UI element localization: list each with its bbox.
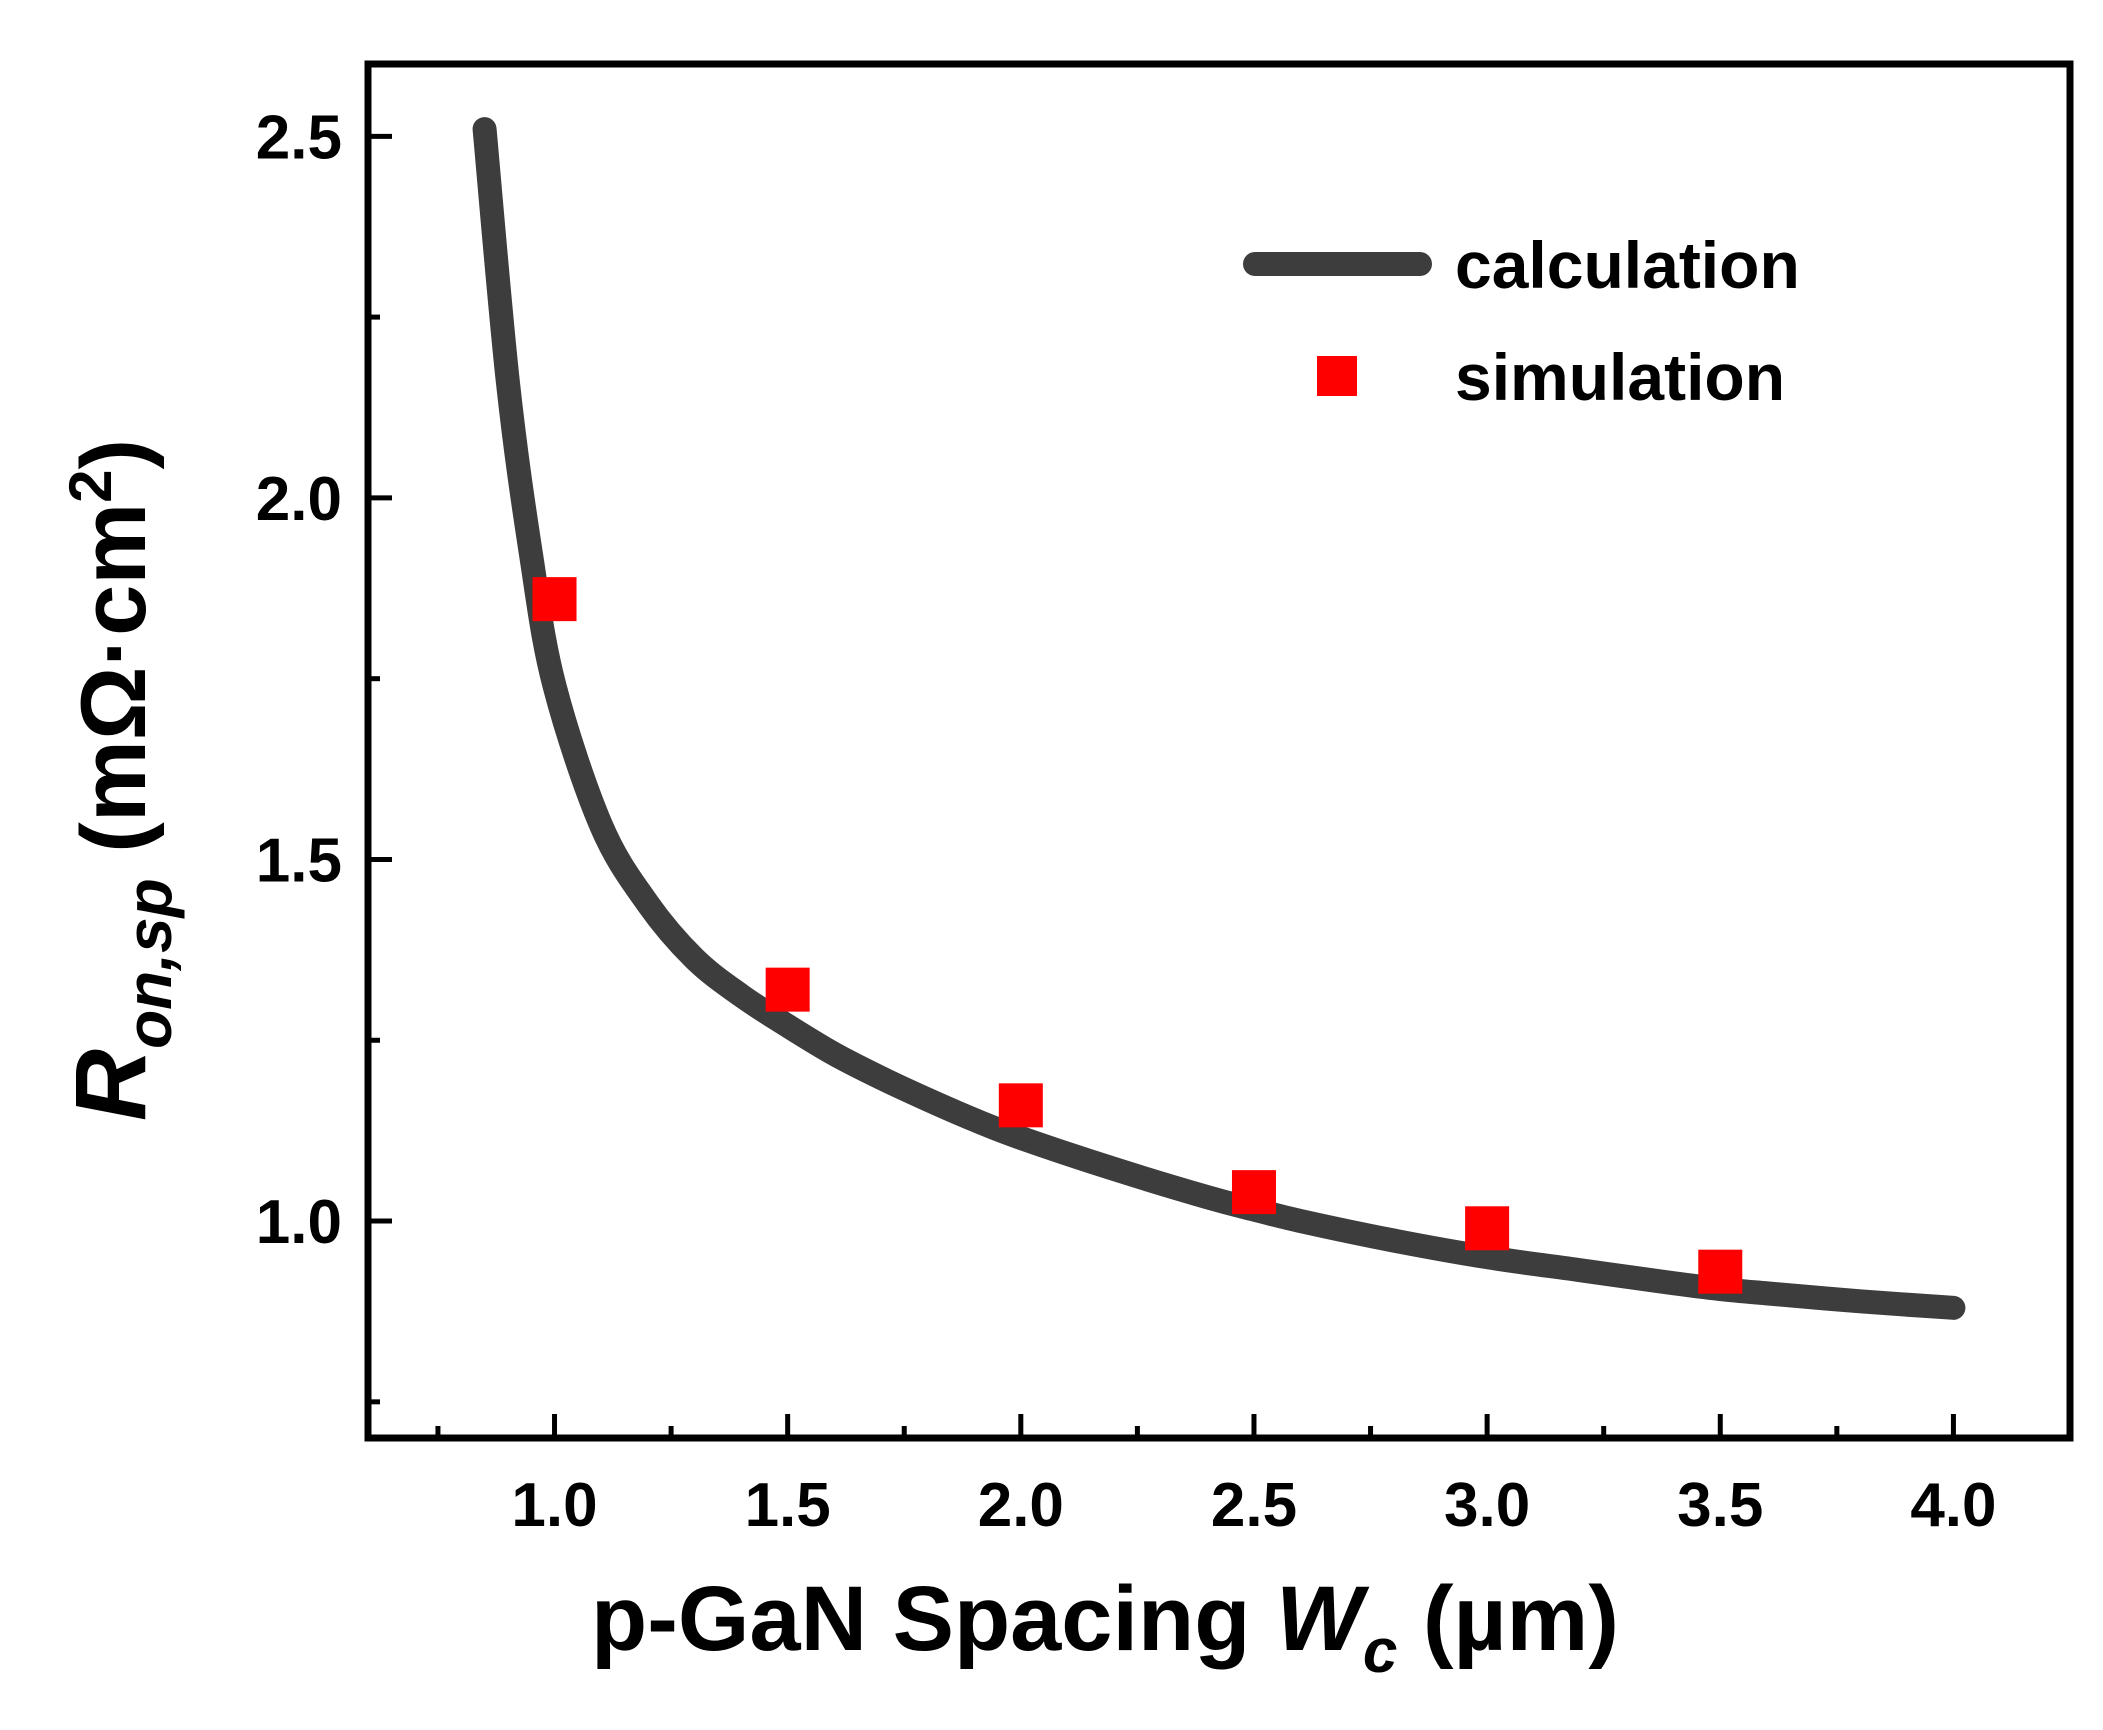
x-tick-label: 2.5: [1211, 1471, 1297, 1540]
y-axis-title-sub: on,sp: [113, 878, 185, 1049]
x-axis-title: p-GaN Spacing Wc (µm): [591, 1568, 1619, 1686]
simulation-point: [1231, 1170, 1276, 1215]
y-axis-title-var: R: [55, 1049, 167, 1121]
axis-ticks: [368, 133, 1956, 1438]
series-layer: [472, 117, 1966, 1320]
simulation-point: [998, 1083, 1043, 1128]
y-axis-title-unit: (mΩ·cm: [63, 503, 165, 878]
legend-calculation-label: calculation: [1455, 228, 1800, 302]
y-tick-label: 2.5: [256, 103, 342, 172]
x-tick-label: 1.5: [745, 1471, 831, 1540]
x-tick-label: 3.5: [1677, 1471, 1763, 1540]
legend: calculation simulation: [1243, 228, 1800, 414]
y-axis-title-sup: 2: [57, 470, 124, 503]
x-tick-label: 3.0: [1444, 1471, 1530, 1540]
simulation-point: [1698, 1249, 1743, 1294]
series-calculation-line: [472, 117, 1966, 1320]
x-axis-title-prefix: p-GaN Spacing: [591, 1568, 1276, 1670]
x-tick-label: 4.0: [1910, 1471, 1996, 1540]
y-tick-label: 2.0: [256, 465, 342, 534]
simulation-point: [1465, 1206, 1510, 1251]
legend-simulation-swatch: [1317, 356, 1357, 396]
x-tick-label: 2.0: [978, 1471, 1064, 1540]
x-tick-label: 1.0: [511, 1471, 597, 1540]
y-axis-title: Ron,sp (mΩ·cm2): [55, 439, 185, 1121]
y-tick-label: 1.5: [256, 826, 342, 895]
tick-labels: 1.0 1.5 2.0 2.5 3.0 3.5 4.0 1.0 1.5 2.0 2.5: [256, 103, 1997, 1540]
y-tick-label: 1.0: [256, 1188, 342, 1257]
legend-simulation-label: simulation: [1455, 340, 1785, 414]
simulation-point: [765, 967, 810, 1012]
x-axis-title-sub: c: [1363, 1617, 1397, 1686]
simulation-point: [532, 577, 577, 622]
x-axis-title-suffix: (µm): [1397, 1568, 1619, 1670]
x-axis-title-var: W: [1276, 1568, 1370, 1670]
plot-frame: [364, 60, 2074, 1442]
y-axis-title-close: ): [63, 439, 165, 470]
